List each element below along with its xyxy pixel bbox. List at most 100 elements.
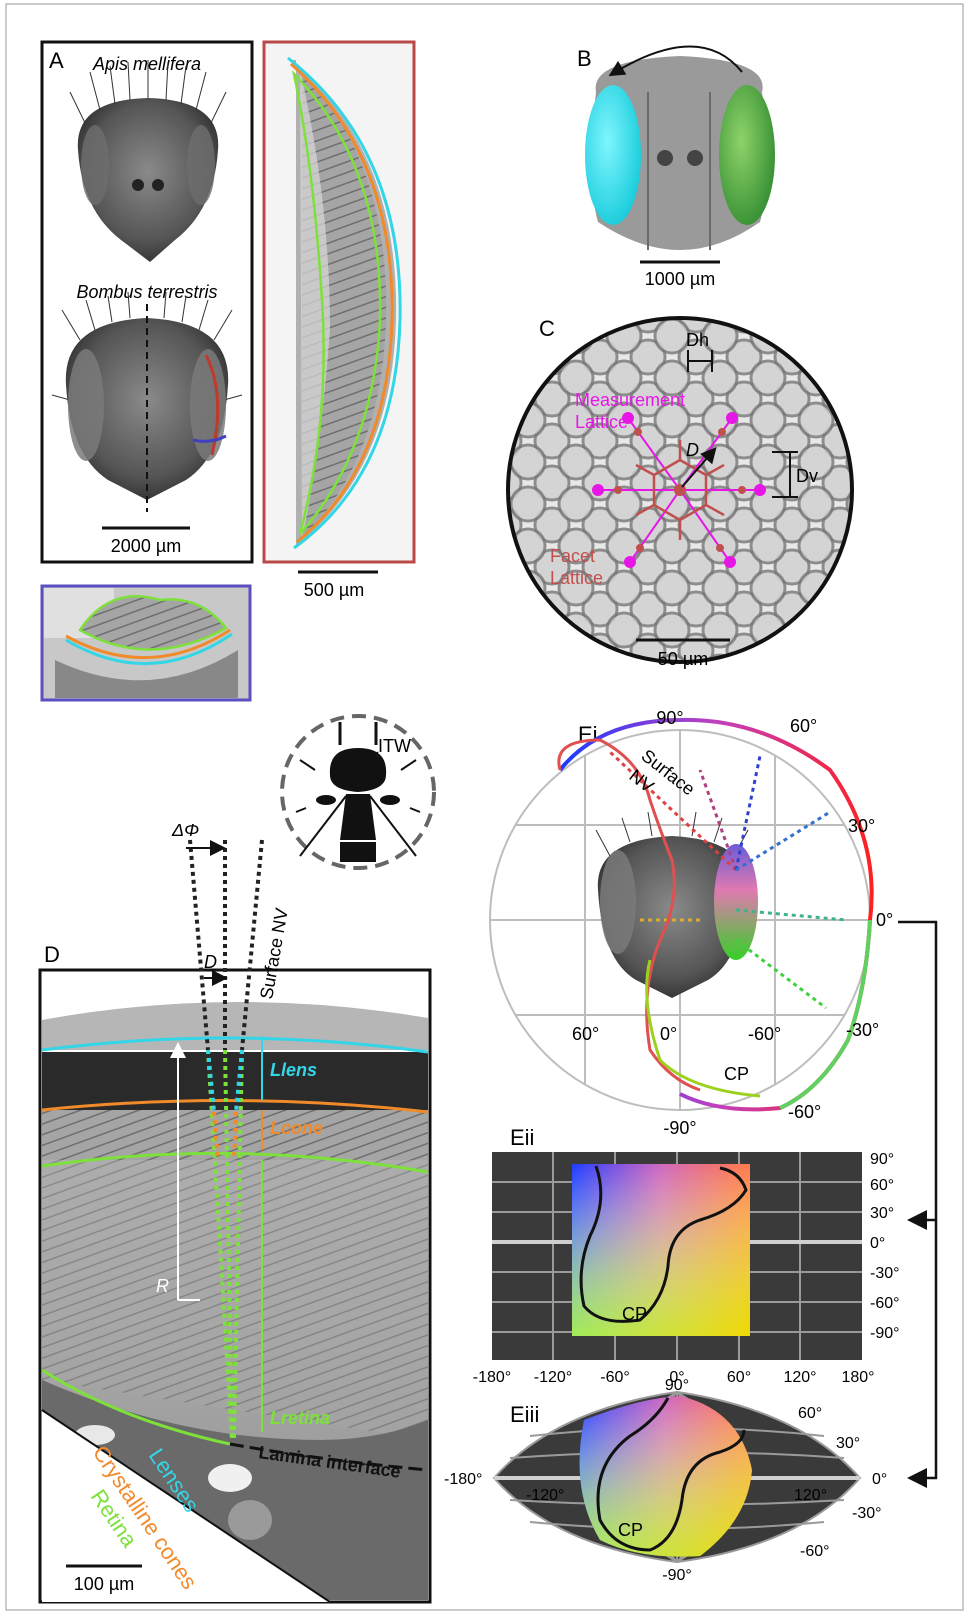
measurement-lattice-label-2: Lattice <box>575 412 628 432</box>
ei-deg-60-left: 60° <box>572 1024 599 1044</box>
panel-ei: Ei <box>489 708 893 1138</box>
panel-c-scale-label: 50 µm <box>658 649 708 669</box>
ray-lens-right <box>234 1049 244 1113</box>
mirror-arrow <box>608 45 743 77</box>
surface-trace-lower <box>779 919 872 1110</box>
panel-eiii: Eiii CP 90° -90° -180° -120° 120° 60° 30… <box>444 1377 887 1584</box>
eiii-deg-bottom: -90° <box>662 1567 692 1584</box>
panel-a: A Apis mellifera Bombus terrestris <box>40 40 254 564</box>
eii-x-tick-6: 180° <box>841 1369 874 1386</box>
species-apis-label: Apis mellifera <box>92 54 201 74</box>
legend-triangle-edge <box>41 1409 331 1603</box>
d-label: D <box>686 440 699 460</box>
section-red: 500 µm <box>262 40 416 600</box>
eii-cp-label: CP <box>622 1304 647 1324</box>
eiii-deg-right-0: 0° <box>872 1471 887 1488</box>
cone-boundary <box>41 1099 429 1114</box>
facet-lattice-label-1: Facet <box>550 546 595 566</box>
eii-x-tick-2: -60° <box>600 1369 630 1386</box>
lens-boundary <box>41 1036 429 1054</box>
panel-d-label: D <box>44 942 60 967</box>
eii-y-tick-0: 90° <box>870 1151 894 1168</box>
facet-lattice-label-2: Lattice <box>550 568 603 588</box>
ray-left-lower <box>206 1049 234 1441</box>
eii-boundary <box>579 1165 748 1323</box>
ray-left-upper <box>188 839 210 1051</box>
ray-mid-lower <box>223 1049 234 1441</box>
panel-d: D <box>38 820 432 1604</box>
ei-head-image <box>597 836 747 998</box>
eii-x-tick-0: -180° <box>473 1369 511 1386</box>
panel-eiii-label: Eiii <box>510 1402 539 1427</box>
panel-c-label: C <box>539 316 555 341</box>
panel-c: C D Dh <box>506 316 854 669</box>
eye-surface-render <box>42 1001 428 1050</box>
eiii-deg-right-m30: -30° <box>852 1505 882 1522</box>
eii-y-tick-5: -60° <box>870 1295 900 1312</box>
connector-arrows <box>898 920 938 1488</box>
nv-trace <box>557 738 701 1092</box>
lamina-interface-line <box>229 1442 429 1472</box>
section-scale-label: 500 µm <box>304 580 364 600</box>
cp-trace <box>645 959 761 1098</box>
ei-cp-label: CP <box>724 1064 749 1084</box>
antenna-socket-right <box>687 150 703 166</box>
apis-head-image <box>69 60 227 262</box>
ei-deg-0: 0° <box>876 910 893 930</box>
ei-deg-m90: -90° <box>663 1118 696 1138</box>
ei-deg-30: 30° <box>848 816 875 836</box>
figure-border <box>5 3 964 1611</box>
dh-label: Dh <box>686 330 709 350</box>
dv-label: Dv <box>796 466 818 486</box>
eii-y-tick-6: -90° <box>870 1325 900 1342</box>
eiii-deg-right-60: 60° <box>798 1405 822 1422</box>
ei-deg-60: 60° <box>790 716 817 736</box>
facet-lattice <box>635 440 725 540</box>
retina-boundary-bottom <box>41 1368 231 1446</box>
panel-d-scale-label: 100 µm <box>74 1574 134 1594</box>
eiii-deg-right-120: 120° <box>794 1487 827 1504</box>
measurement-lattice-label-1: Measurement <box>575 390 685 410</box>
itw-label: ITW <box>378 736 411 756</box>
d-spacing-label: D <box>204 952 217 972</box>
eiii-deg-left-120: -120° <box>526 1487 564 1504</box>
panel-eii-label: Eii <box>510 1125 534 1150</box>
panel-eii: Eii CP 90° 60° 30° 0° -30° -60° -90° -18… <box>473 1125 900 1386</box>
tissue-blob-2 <box>228 1500 272 1540</box>
ei-deg-0-mid: 0° <box>660 1024 677 1044</box>
eii-x-tick-3: 0° <box>669 1369 684 1386</box>
l-cone-label: Lcone <box>270 1118 323 1138</box>
eiii-deg-right-30: 30° <box>836 1435 860 1452</box>
bombus-head-frontal-image <box>591 56 767 250</box>
ei-deg-m60-mid: -60° <box>748 1024 781 1044</box>
eiii-color-field-yellow <box>579 1396 752 1557</box>
ei-deg-m60: -60° <box>788 1102 821 1122</box>
panel-a-label: A <box>49 48 64 73</box>
ei-deg-90: 90° <box>656 708 683 728</box>
ray-right-upper <box>240 839 264 1051</box>
eii-color-field-yellow <box>572 1164 750 1336</box>
radius-label: R <box>156 1276 169 1296</box>
ray-cone-right <box>232 1111 238 1161</box>
eii-x-tick-1: -120° <box>534 1369 572 1386</box>
ei-deg-m30: -30° <box>846 1020 879 1040</box>
bombus-head-image <box>51 291 243 500</box>
eiii-deg-left-180: -180° <box>444 1471 482 1488</box>
tissue-blob-1 <box>208 1464 252 1492</box>
ei-right-eye-colored <box>714 844 758 960</box>
panel-a-scale-label: 2000 µm <box>111 536 181 556</box>
eii-y-tick-3: 0° <box>870 1235 885 1252</box>
panel-b-scale-label: 1000 µm <box>645 269 715 289</box>
eii-x-tick-4: 60° <box>727 1369 751 1386</box>
lens-layer <box>42 1052 428 1110</box>
eii-y-tick-1: 60° <box>870 1177 894 1194</box>
species-bombus-label: Bombus terrestris <box>76 282 217 302</box>
antenna-socket-left <box>657 150 673 166</box>
ray-cone-left <box>212 1111 220 1161</box>
delta-phi-label: ΔΦ <box>171 820 199 840</box>
head-frontal-suture <box>647 92 711 250</box>
l-lens-label: Llens <box>270 1060 317 1080</box>
eii-x-tick-5: 120° <box>783 1369 816 1386</box>
panel-b: B 1000 µm <box>577 45 775 289</box>
